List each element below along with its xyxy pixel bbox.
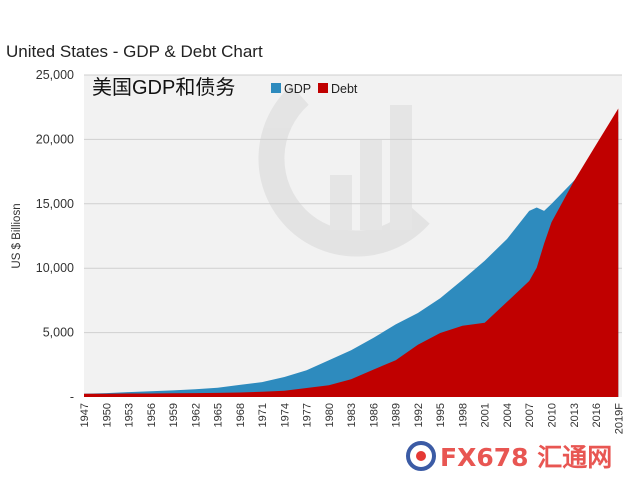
x-tick-label: 1956 [146,403,158,427]
y-tick-label: 25,000 [36,68,74,82]
series-debt-area [84,108,619,397]
x-tick-label: 1998 [458,403,470,427]
background-watermark [258,85,430,257]
legend-label-gdp: GDP [284,82,311,96]
legend-label-debt: Debt [331,82,358,96]
watermark-bar-1 [330,175,352,230]
watermark-bar-2 [360,140,382,230]
x-tick-label: 2010 [547,403,559,427]
x-tick-label: 1959 [168,403,180,427]
x-tick-label: 1980 [324,403,336,427]
watermark-bar-3 [390,105,412,230]
chart-title: United States - GDP & Debt Chart [6,42,263,61]
x-tick-label: 2004 [502,403,514,427]
x-tick-label: 1947 [79,403,91,427]
x-tick-label: 1992 [413,403,425,427]
x-tick-label: 1986 [368,403,380,427]
fx678-logo: FX678 汇通网 [406,441,612,472]
chart-subtitle: 美国GDP和债务 [92,76,235,99]
x-tick-label: 1968 [235,403,247,427]
x-tick-label: 1983 [346,403,358,427]
y-tick-label: 10,000 [36,261,74,275]
x-tick-label: 2001 [480,403,492,427]
x-tick-label: 1995 [435,403,447,427]
legend-swatch-gdp [271,83,281,93]
y-axis-label: US $ Billiosn [11,203,23,268]
x-tick-label: 2016 [591,403,603,427]
x-tick-label: 1989 [391,403,403,427]
legend-swatch-debt [318,83,328,93]
y-tick-label: 5,000 [43,326,74,340]
x-tick-label: 1962 [190,403,202,427]
x-tick-label: 1971 [257,403,269,427]
y-axis-ticks: - 5,000 10,000 15,000 20,000 25,000 [36,68,74,404]
watermark-ring [258,85,430,257]
y-tick-label: - [70,390,74,404]
x-axis-ticks: 1947 1950 1953 1956 1959 1962 1965 1968 1971 1974… [79,403,625,434]
x-tick-label: 1965 [213,403,225,427]
x-tick-label: 2013 [569,403,581,427]
x-tick-label: 1950 [101,403,113,427]
y-tick-label: 15,000 [36,197,74,211]
x-tick-label: 2019F [613,403,625,434]
logo-globe-icon [406,441,436,471]
y-tick-label: 20,000 [36,132,74,146]
logo-globe-inner-icon [416,451,426,461]
x-tick-label: 1977 [302,403,314,427]
x-tick-label: 1953 [124,403,136,427]
x-tick-label: 2007 [524,403,536,427]
logo-text: FX678 汇通网 [440,443,612,472]
x-tick-label: 1974 [279,403,291,427]
legend: GDP Debt [271,82,358,96]
